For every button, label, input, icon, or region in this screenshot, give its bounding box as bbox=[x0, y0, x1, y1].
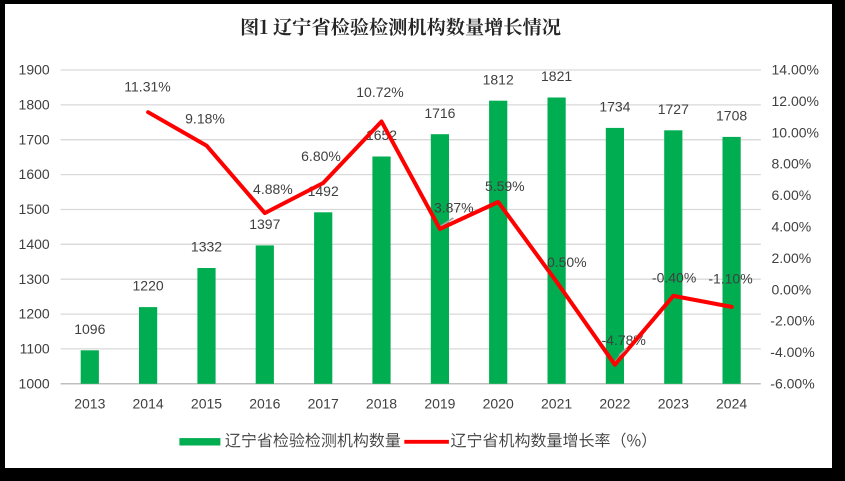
svg-text:1492: 1492 bbox=[308, 183, 339, 199]
svg-text:2018: 2018 bbox=[366, 396, 397, 412]
svg-text:2024: 2024 bbox=[716, 396, 747, 412]
svg-text:2023: 2023 bbox=[658, 396, 689, 412]
svg-text:5.59%: 5.59% bbox=[485, 178, 525, 194]
svg-text:1600: 1600 bbox=[19, 166, 50, 182]
svg-text:1100: 1100 bbox=[20, 341, 50, 357]
svg-text:1400: 1400 bbox=[19, 236, 50, 252]
svg-text:10.72%: 10.72% bbox=[356, 84, 403, 100]
svg-text:1096: 1096 bbox=[74, 321, 105, 337]
svg-text:2019: 2019 bbox=[424, 396, 455, 412]
svg-text:1900: 1900 bbox=[19, 62, 50, 78]
svg-text:4.88%: 4.88% bbox=[253, 181, 293, 197]
svg-text:10.00%: 10.00% bbox=[772, 124, 819, 140]
svg-text:1812: 1812 bbox=[483, 71, 514, 87]
svg-text:1000: 1000 bbox=[19, 375, 50, 391]
svg-text:-2.00%: -2.00% bbox=[770, 313, 814, 329]
svg-text:-1.10%: -1.10% bbox=[708, 270, 752, 286]
svg-text:14.00%: 14.00% bbox=[772, 62, 819, 78]
svg-text:1332: 1332 bbox=[191, 239, 222, 255]
svg-text:2017: 2017 bbox=[308, 396, 339, 412]
svg-text:2014: 2014 bbox=[133, 396, 164, 412]
svg-text:1727: 1727 bbox=[658, 101, 689, 117]
svg-text:0.50%: 0.50% bbox=[547, 254, 587, 270]
svg-text:2016: 2016 bbox=[249, 396, 280, 412]
svg-text:1700: 1700 bbox=[19, 131, 50, 147]
svg-text:1734: 1734 bbox=[599, 99, 630, 115]
svg-text:2015: 2015 bbox=[191, 396, 222, 412]
svg-text:9.18%: 9.18% bbox=[185, 111, 225, 127]
svg-text:2020: 2020 bbox=[483, 396, 514, 412]
svg-text:1500: 1500 bbox=[19, 201, 50, 217]
svg-text:12.00%: 12.00% bbox=[772, 93, 819, 109]
svg-text:3.87%: 3.87% bbox=[434, 200, 474, 216]
svg-text:11.31%: 11.31% bbox=[124, 78, 170, 94]
svg-text:1300: 1300 bbox=[19, 271, 50, 287]
svg-text:-4.00%: -4.00% bbox=[770, 344, 814, 360]
svg-text:6.80%: 6.80% bbox=[301, 148, 341, 164]
svg-text:8.00%: 8.00% bbox=[772, 156, 812, 172]
svg-text:1708: 1708 bbox=[716, 108, 747, 124]
svg-text:0.00%: 0.00% bbox=[772, 281, 812, 297]
svg-text:1200: 1200 bbox=[19, 306, 50, 322]
svg-text:4.00%: 4.00% bbox=[772, 219, 812, 235]
svg-text:2013: 2013 bbox=[74, 396, 105, 412]
svg-text:-0.40%: -0.40% bbox=[652, 269, 696, 285]
svg-text:2.00%: 2.00% bbox=[772, 250, 812, 266]
svg-text:2021: 2021 bbox=[541, 396, 572, 412]
svg-text:6.00%: 6.00% bbox=[772, 187, 812, 203]
svg-text:2022: 2022 bbox=[599, 396, 630, 412]
svg-text:1220: 1220 bbox=[133, 278, 164, 294]
svg-text:1716: 1716 bbox=[424, 105, 455, 121]
svg-text:-6.00%: -6.00% bbox=[770, 375, 814, 391]
svg-text:1821: 1821 bbox=[541, 68, 572, 84]
svg-text:1800: 1800 bbox=[19, 97, 50, 113]
svg-text:1397: 1397 bbox=[249, 216, 280, 232]
